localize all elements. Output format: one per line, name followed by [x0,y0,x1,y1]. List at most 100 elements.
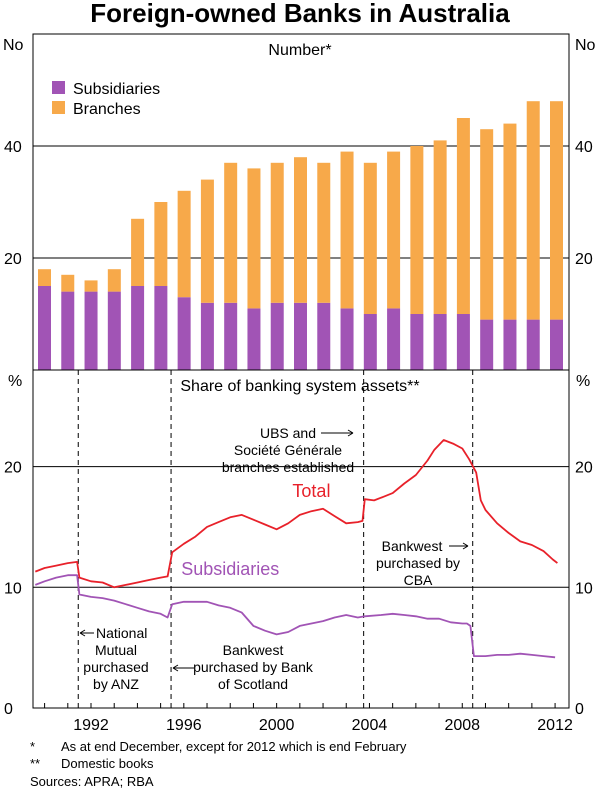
bar-subsidiaries [131,286,145,370]
bar-subsidiaries [270,302,284,370]
annotation-line: by ANZ [93,676,139,692]
arrow-icon [79,629,94,637]
top-tick-label-right: 40 [575,139,593,156]
x-tick-label: 1996 [166,717,202,734]
x-tick-label: 2012 [537,717,573,734]
annotation-line: Mutual [95,642,137,658]
annotation-bankwest-cba: Bankwest purchased by CBA [376,538,469,588]
bottom-tick-label-left: 0 [4,701,13,718]
bottom-panel-title: Share of banking system assets** [180,378,419,395]
bar-branches [177,190,191,298]
series-label-total: Total [292,481,330,501]
bar-subsidiaries [107,291,121,370]
top-panel: Number* No No 20 20 40 40 Subsidiaries Bran… [3,33,596,371]
legend: Subsidiaries Branches [52,81,160,118]
bar-subsidiaries [247,308,261,370]
top-tick-labels: 20 20 40 40 [4,139,593,268]
footnotes: * As at end December, except for 2012 wh… [30,739,407,789]
footnote-dstar-text: Domestic books [61,756,154,771]
top-ylabel-left: No [3,37,24,54]
annotation-line: CBA [404,572,433,588]
bar-branches [526,101,540,320]
bar-subsidiaries [200,302,214,370]
annotation-line: purchased [83,659,148,675]
bottom-panel-frame [32,369,570,709]
bottom-ylabel-left: % [8,373,22,390]
bar-subsidiaries [387,308,401,370]
bar-subsidiaries [294,302,307,370]
legend-label-subsidiaries: Subsidiaries [73,81,160,98]
bar-subsidiaries [480,319,494,370]
bottom-gridlines [33,466,569,588]
annotation-line: branches established [222,459,354,475]
bar-branches [363,162,377,314]
series-label-subsidiaries: Subsidiaries [181,559,279,579]
bar-branches [317,162,331,303]
annotation-line: Bankwest [382,538,443,554]
bar-subsidiaries [410,314,424,370]
bar-subsidiaries [363,314,377,370]
bar-branches [503,123,517,320]
bar-branches [107,269,121,292]
annotation-bankwest-bos: Bankwest purchased by Bank of Scotland [172,642,314,692]
bar-branches [270,162,284,303]
chart-title: Foreign-owned Banks in Australia [90,0,510,28]
x-tick-label: 1992 [73,717,109,734]
footnote-star-mark: * [30,739,35,754]
line-total [34,439,558,589]
bar-branches [200,179,214,303]
legend-swatch-subsidiaries [52,81,65,94]
annotation-ubs-sg: UBS and Société Générale branches establ… [222,425,354,475]
arrow-icon [321,429,354,437]
annotation-national-mutual: National Mutual purchased by ANZ [79,625,149,692]
bottom-tick-label-left: 10 [4,580,22,597]
bar-subsidiaries [84,291,98,370]
bottom-tick-label-right: 0 [575,701,584,718]
bar-subsidiaries [38,286,51,370]
annotation-line: National [96,625,147,641]
bar-branches [38,269,51,286]
annotation-line: of Scotland [218,676,288,692]
bar-subsidiaries [550,319,563,370]
top-tick-label-left: 40 [4,139,22,156]
footnote-dstar-mark: ** [30,756,40,771]
bar-subsidiaries [340,308,354,370]
arrow-icon [172,664,194,672]
bar-subsidiaries [526,319,540,370]
bottom-tick-label-left: 20 [4,460,22,477]
bar-branches [154,202,168,286]
bottom-tick-label-right: 10 [575,580,593,597]
bottom-tick-label-right: 20 [575,460,593,477]
bar-branches [131,218,145,286]
bar-branches [410,146,424,314]
footnote-sources: Sources: APRA; RBA [30,774,154,789]
arrow-icon [449,542,469,550]
annotation-line: purchased by [376,555,460,571]
bottom-panel: Share of banking system assets** % % 0 01… [4,369,593,734]
annotation-line: UBS and [260,425,316,441]
annotation-line: Bankwest [223,642,284,658]
bar-subsidiaries [317,302,331,370]
annotation-line: Société Générale [234,442,342,458]
bar-branches [456,118,470,314]
x-tick-label: 2008 [444,717,480,734]
top-tick-label-left: 20 [4,251,22,268]
bar-branches [550,101,563,320]
legend-label-branches: Branches [73,101,141,118]
bar-branches [387,151,401,309]
x-axis-ticks: 1992 1996 2000 2004 2008 2012 [44,703,573,734]
bottom-tick-labels: 0 0 10 10 20 20 [4,460,593,718]
bar-subsidiaries [503,319,517,370]
bar-branches [433,140,447,314]
bar-branches [480,129,494,320]
bar-subsidiaries [154,286,168,370]
bar-subsidiaries [224,302,238,370]
bar-subsidiaries [456,314,470,370]
top-panel-title: Number* [268,42,331,59]
x-tick-label: 2000 [259,717,295,734]
line-subsidiaries [34,574,556,659]
bar-subsidiaries [433,314,447,370]
bar-subsidiaries [61,291,75,370]
bar-branches [247,168,261,309]
